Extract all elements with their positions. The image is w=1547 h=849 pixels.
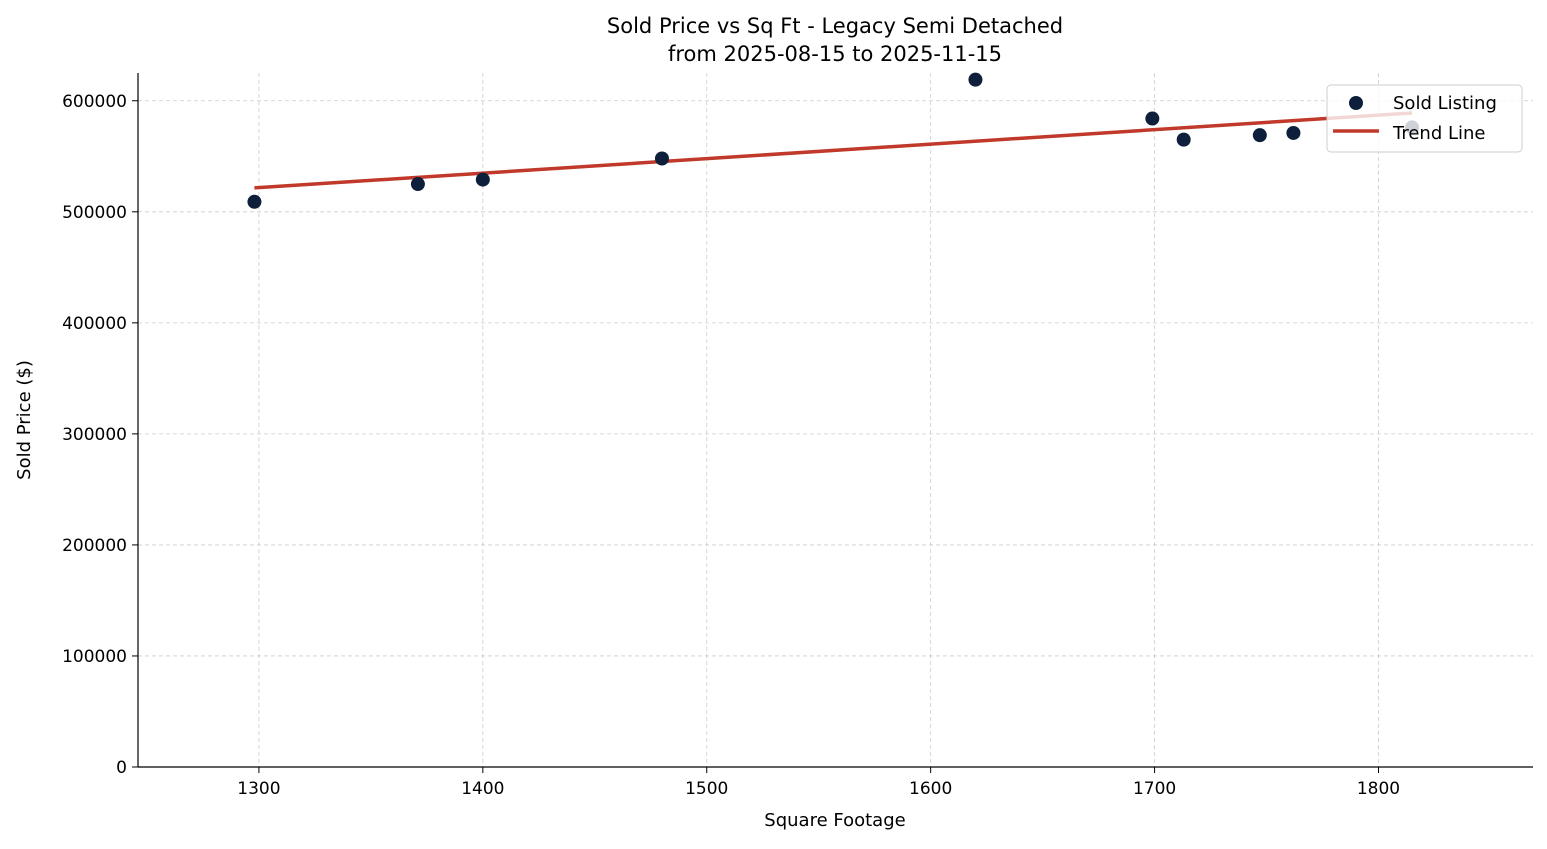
- data-point: [475, 172, 490, 187]
- grid: [138, 73, 1533, 768]
- x-tick-label: 1500: [685, 779, 728, 799]
- axes: 1300 1400 1500 1600 1700 1800 0 100000 200000 300…: [62, 73, 1533, 799]
- data-point: [1176, 132, 1191, 147]
- data-point: [1252, 128, 1267, 143]
- legend-label-trend-line: Trend Line: [1392, 123, 1486, 144]
- legend: Sold Listing Trend Line: [1326, 84, 1523, 153]
- data-point: [1145, 111, 1160, 126]
- legend-marker-sold-listing: [1349, 96, 1363, 110]
- y-tick-label: 600000: [62, 92, 127, 112]
- y-tick-label: 200000: [62, 536, 127, 556]
- data-point: [410, 177, 425, 192]
- x-tick-label: 1600: [909, 779, 952, 799]
- points-layer: [247, 72, 1420, 209]
- y-tick-label: 100000: [62, 647, 127, 667]
- trend-line: [254, 111, 1413, 190]
- legend-label-sold-listing: Sold Listing: [1393, 93, 1497, 114]
- x-axis-label: Square Footage: [764, 810, 905, 831]
- y-tick-label: 300000: [62, 425, 127, 445]
- data-point: [247, 194, 262, 209]
- data-point: [1286, 125, 1301, 140]
- data-point: [968, 72, 983, 87]
- x-tick-label: 1700: [1133, 779, 1176, 799]
- chart-subtitle: from 2025-08-15 to 2025-11-15: [668, 42, 1002, 66]
- y-tick-label: 0: [116, 758, 127, 778]
- x-tick-label: 1300: [237, 779, 280, 799]
- x-tick-label: 1800: [1357, 779, 1400, 799]
- y-tick-label: 400000: [62, 314, 127, 334]
- chart-title: Sold Price vs Sq Ft - Legacy Semi Detach…: [607, 14, 1063, 38]
- trend-line-layer: [254, 111, 1413, 190]
- data-point: [654, 151, 669, 166]
- y-axis-label: Sold Price ($): [14, 360, 35, 480]
- legend-frame: [1326, 84, 1523, 153]
- y-tick-label: 500000: [62, 203, 127, 223]
- x-tick-label: 1400: [461, 779, 504, 799]
